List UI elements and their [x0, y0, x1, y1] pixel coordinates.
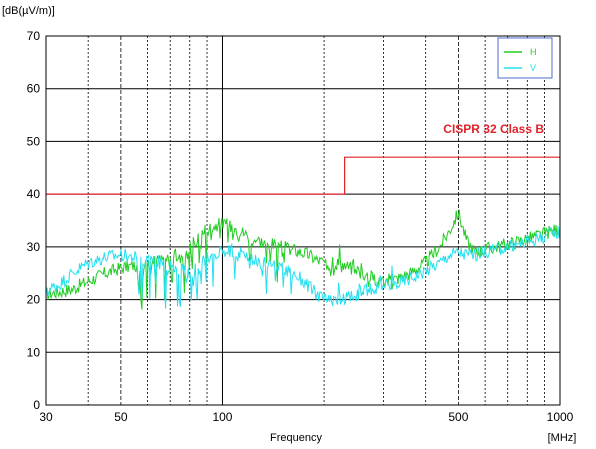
x-tick-label: 50	[114, 410, 128, 424]
y-tick-label: 60	[27, 82, 41, 96]
x-axis-label: Frequency	[270, 432, 322, 444]
y-tick-label: 20	[27, 293, 41, 307]
y-tick-label: 10	[27, 345, 41, 359]
limit-line-label: CISPR 32 Class B	[443, 122, 544, 136]
legend-label-h: H	[530, 47, 537, 57]
plot-frame	[45, 35, 561, 406]
limit-line-layer	[46, 156, 560, 195]
x-tick-label: 500	[448, 410, 468, 424]
x-tick-labels: 30 50 100 500 1000	[39, 410, 573, 424]
series-line-h	[45, 209, 561, 310]
legend-label-v: V	[530, 63, 536, 73]
grid	[46, 35, 560, 406]
cispr-limit-line	[46, 156, 560, 195]
x-tick-label: 1000	[547, 410, 574, 424]
legend: H V	[497, 37, 553, 79]
y-tick-label: 50	[27, 134, 41, 148]
y-axis-label: [dB(µV/m)]	[2, 5, 55, 17]
x-axis-unit: [MHz]	[548, 432, 577, 444]
y-tick-label: 40	[27, 187, 41, 201]
x-tick-label: 100	[212, 410, 232, 424]
x-tick-label: 30	[39, 410, 53, 424]
y-tick-labels: 0 10 20 30 40 50 60 70	[27, 29, 41, 412]
y-tick-label: 30	[27, 240, 41, 254]
series-line-v	[45, 225, 561, 309]
y-tick-label: 70	[27, 29, 41, 43]
series-layer	[45, 209, 561, 310]
legend-box	[497, 37, 553, 79]
y-tick-label: 0	[33, 398, 40, 412]
